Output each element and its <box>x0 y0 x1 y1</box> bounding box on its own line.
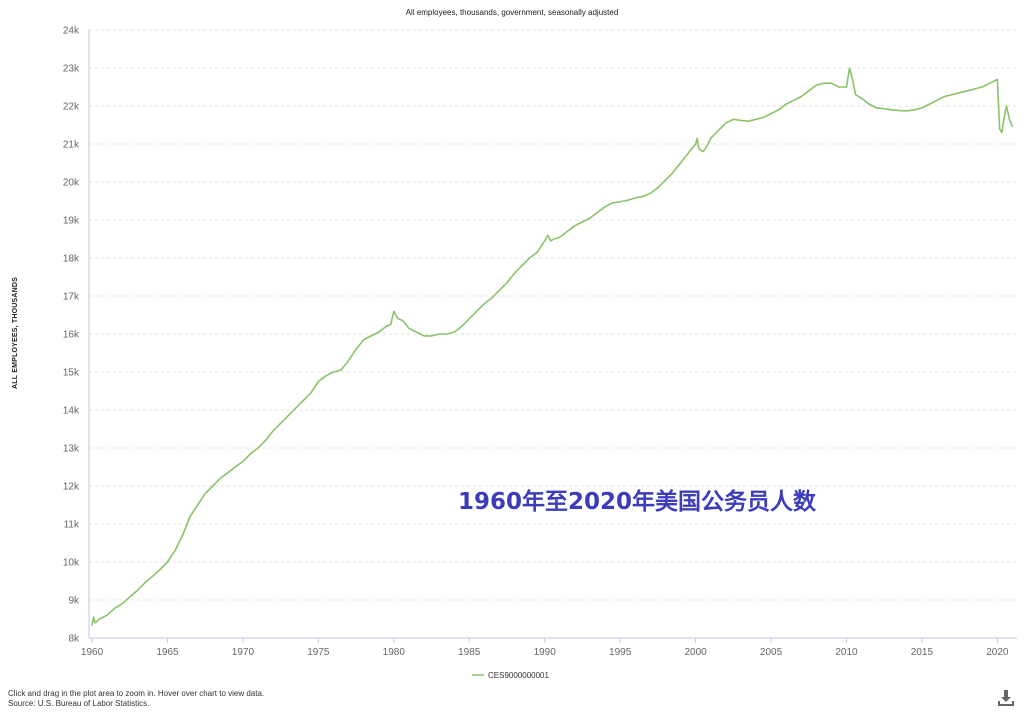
y-tick-label: 22k <box>63 102 80 113</box>
y-tick-label: 15k <box>63 368 80 379</box>
y-tick-label: 20k <box>63 178 80 189</box>
zoom-instruction: Click and drag in the plot area to zoom … <box>8 689 265 698</box>
x-tick-label: 1990 <box>534 647 557 658</box>
y-tick-label: 12k <box>63 482 80 493</box>
x-tick-label: 1960 <box>81 647 104 658</box>
y-axis-label: ALL EMPLOYEES, THOUSANDS <box>12 277 19 389</box>
download-icon <box>998 690 1014 706</box>
x-tick-label: 1985 <box>458 647 481 658</box>
x-tick-label: 2005 <box>760 647 783 658</box>
y-tick-label: 18k <box>63 254 80 265</box>
y-tick-label: 23k <box>63 64 80 75</box>
chart-title: All employees, thousands, government, se… <box>406 8 619 17</box>
y-tick-label: 16k <box>63 330 80 341</box>
x-tick-label: 1975 <box>307 647 330 658</box>
gridlines <box>89 29 1017 601</box>
download-button[interactable] <box>996 687 1016 707</box>
y-axis-ticks: 8k 9k 10k 11k 12k 13k 14k 15k 16k 17k 18k 19k 20k 21k… <box>63 26 80 645</box>
x-tick-label: 1965 <box>156 647 179 658</box>
y-tick-label: 9k <box>68 596 80 607</box>
y-tick-label: 24k <box>63 26 80 37</box>
y-tick-label: 8k <box>68 634 80 645</box>
y-tick-label: 10k <box>63 558 80 569</box>
x-tick-label: 2000 <box>684 647 707 658</box>
y-tick-label: 21k <box>63 140 80 151</box>
y-tick-label: 14k <box>63 406 80 417</box>
plot-area[interactable] <box>91 67 1014 626</box>
y-tick-label: 13k <box>63 444 80 455</box>
y-tick-label: 11k <box>64 520 80 531</box>
x-tick-label: 2010 <box>835 647 858 658</box>
x-tick-label: 2015 <box>911 647 934 658</box>
x-tick-label: 1970 <box>232 647 255 658</box>
legend[interactable]: CES9000000001 <box>472 671 549 680</box>
y-tick-label: 19k <box>63 216 80 227</box>
y-tick-label: 17k <box>63 292 80 303</box>
x-tick-label: 2020 <box>986 647 1009 658</box>
legend-label[interactable]: CES9000000001 <box>488 671 549 680</box>
x-tick-label: 1995 <box>609 647 632 658</box>
x-tick-label: 1980 <box>383 647 406 658</box>
x-axis-ticks: 1960 1965 1970 1975 1980 1985 1990 1995 2000 2005… <box>81 638 1009 658</box>
source-note: Source: U.S. Bureau of Labor Statistics. <box>8 699 150 708</box>
series-line[interactable] <box>91 67 1014 626</box>
overlay-caption: 1960年至2020年美国公务员人数 <box>458 488 817 515</box>
chart-footer: Click and drag in the plot area to zoom … <box>8 689 264 709</box>
